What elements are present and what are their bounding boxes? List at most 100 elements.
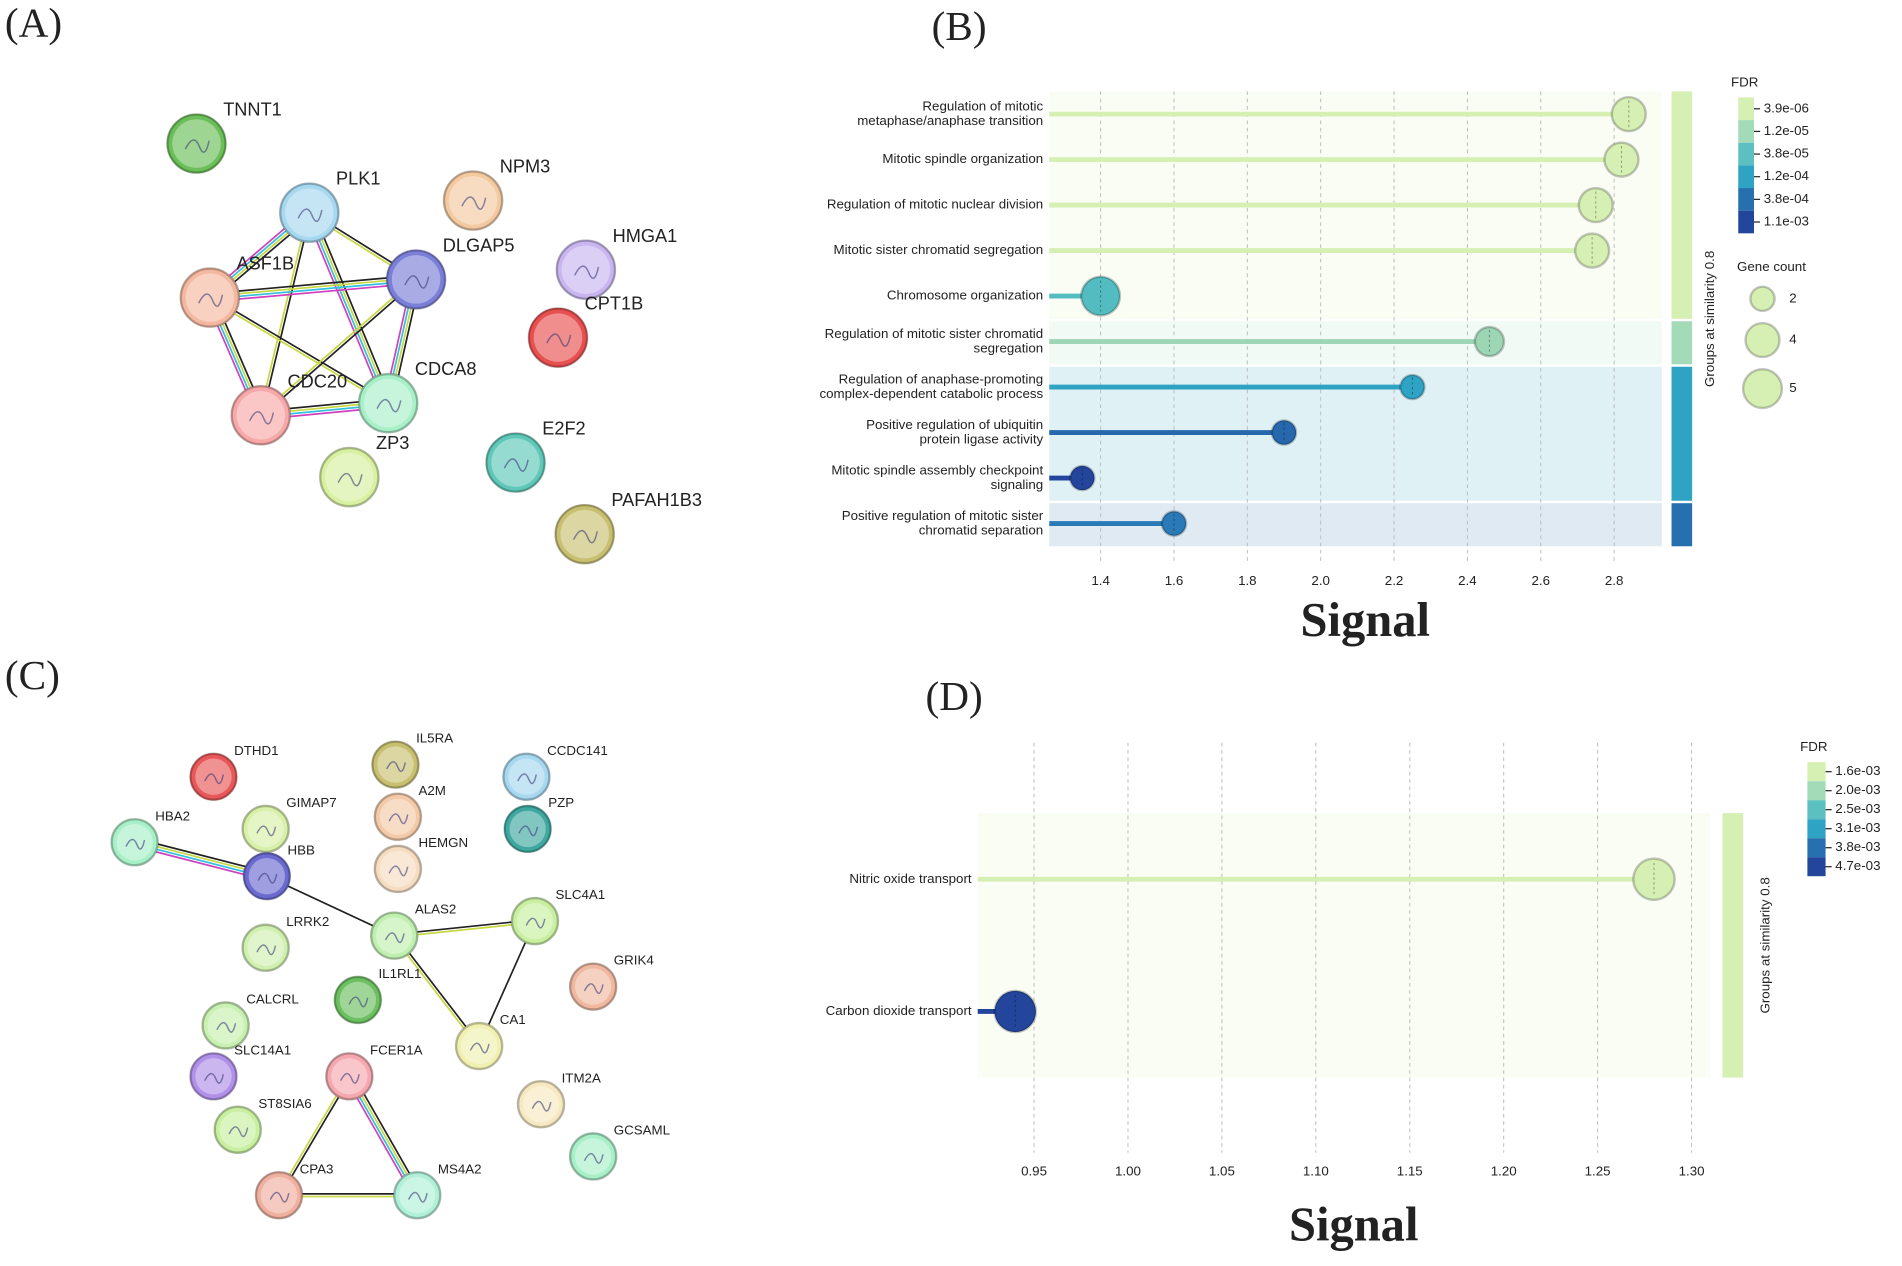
- colorbar-tick-label: 3.9e-06: [1764, 100, 1809, 115]
- colorbar-segment: [1738, 165, 1755, 189]
- size-legend-mark: [1749, 285, 1776, 313]
- colorbar-tick-label: 1.1e-03: [1764, 214, 1809, 229]
- node: [485, 432, 546, 493]
- node-inner: [533, 313, 583, 362]
- group-label: Groups at similarity 0.8: [1758, 877, 1773, 1013]
- node-label: MS4A2: [438, 1161, 482, 1176]
- node-label: LRRK2: [286, 914, 329, 929]
- node-inner: [195, 758, 232, 795]
- node-structure: [337, 472, 363, 487]
- node-structure: [404, 275, 430, 289]
- node-ring: [189, 752, 238, 802]
- colorbar-segment: [1738, 210, 1755, 234]
- x-tick-label: 2.2: [1385, 573, 1404, 588]
- colorbar-tick-label: 3.8e-05: [1764, 146, 1809, 161]
- node-label: CPT1B: [585, 294, 644, 314]
- node-structure: [386, 761, 406, 773]
- node-structure: [531, 1100, 552, 1112]
- category-label: segregation: [974, 340, 1044, 355]
- node-structure: [469, 1042, 490, 1054]
- node-structure: [204, 1072, 225, 1084]
- category-label: Carbon dioxide transport: [826, 1003, 972, 1018]
- node-ring: [454, 1021, 504, 1071]
- panel-label: (D): [926, 673, 983, 720]
- node-ring: [442, 170, 504, 231]
- node-inner: [116, 824, 153, 861]
- group-bar: [1671, 321, 1693, 365]
- node-inner: [516, 902, 554, 940]
- colorbar-tick-label: 3.8e-03: [1835, 839, 1880, 854]
- x-tick-label: 2.6: [1532, 573, 1551, 588]
- node-structure: [376, 398, 402, 413]
- edge: [259, 277, 416, 415]
- x-tick-label: 1.15: [1397, 1164, 1423, 1179]
- category-label: Mitotic spindle organization: [882, 151, 1043, 166]
- node-inner: [522, 1086, 560, 1123]
- node-label: E2F2: [542, 419, 585, 439]
- node: [110, 818, 159, 866]
- node-label: HMGA1: [613, 226, 678, 246]
- node-structure: [198, 293, 224, 307]
- x-tick-label: 1.30: [1679, 1164, 1705, 1179]
- node: [241, 805, 290, 853]
- x-tick-label: 1.6: [1165, 573, 1184, 588]
- node-label: PAFAH1B3: [611, 490, 702, 510]
- node: [166, 113, 227, 174]
- node: [214, 1106, 262, 1154]
- category-label: Regulation of mitotic sister chromatid: [825, 326, 1044, 341]
- x-tick-label: 1.20: [1491, 1164, 1517, 1179]
- colorbar-tick-label: 1.2e-05: [1764, 123, 1809, 138]
- node-ring: [502, 752, 551, 802]
- lollipop-head: [1603, 141, 1640, 178]
- node-inner: [247, 810, 284, 848]
- node-inner: [448, 176, 498, 225]
- node-structure: [125, 838, 146, 850]
- node-ring: [333, 975, 383, 1025]
- node-label: CCDC141: [547, 743, 608, 758]
- node-ring: [319, 446, 380, 508]
- node-label: CPA3: [300, 1161, 334, 1176]
- node-structure: [248, 411, 275, 425]
- colorbar-segment: [1807, 762, 1826, 782]
- category-label: complex-dependent catabolic process: [819, 386, 1043, 401]
- node-label: ST8SIA6: [258, 1096, 311, 1111]
- node-ring: [568, 962, 618, 1011]
- node-inner: [325, 452, 374, 502]
- node-inner: [379, 850, 417, 888]
- category-label: Regulation of anaphase-promoting: [839, 371, 1044, 386]
- node-ring: [516, 1079, 566, 1129]
- node-label: CA1: [500, 1012, 526, 1027]
- node-label: ITM2A: [562, 1070, 601, 1085]
- node: [569, 1132, 617, 1181]
- node: [386, 249, 446, 310]
- size-legend-title: Gene count: [1737, 259, 1806, 274]
- node: [443, 170, 503, 231]
- colorbar-tick-label: 1.6e-03: [1835, 763, 1880, 778]
- node: [243, 852, 291, 900]
- node-inner: [509, 810, 546, 848]
- node-structure: [339, 1072, 360, 1084]
- x-tick-label: 0.95: [1021, 1164, 1047, 1179]
- node: [334, 976, 382, 1024]
- category-label: Regulation of mitotic nuclear division: [827, 197, 1043, 212]
- node-ring: [241, 923, 290, 973]
- node-structure: [572, 529, 598, 544]
- node-structure: [297, 208, 323, 222]
- x-tick-label: 1.25: [1585, 1164, 1611, 1179]
- node-structure: [503, 458, 529, 472]
- x-tick-label: 1.05: [1209, 1164, 1235, 1179]
- node-inner: [285, 188, 334, 237]
- category-label: Nitric oxide transport: [849, 871, 972, 886]
- size-legend-label: 4: [1789, 332, 1797, 347]
- node-structure: [256, 944, 277, 956]
- lollipop-head: [1610, 95, 1648, 133]
- x-axis-label: Signal: [1301, 594, 1430, 647]
- colorbar-segment: [1807, 838, 1826, 858]
- row-band: [1049, 455, 1662, 501]
- node-inner: [508, 758, 545, 795]
- node-label: CALCRL: [246, 991, 299, 1006]
- node-structure: [256, 825, 277, 837]
- node-inner: [219, 1111, 256, 1148]
- lollipop-head: [1068, 464, 1096, 492]
- node-structure: [583, 1152, 604, 1164]
